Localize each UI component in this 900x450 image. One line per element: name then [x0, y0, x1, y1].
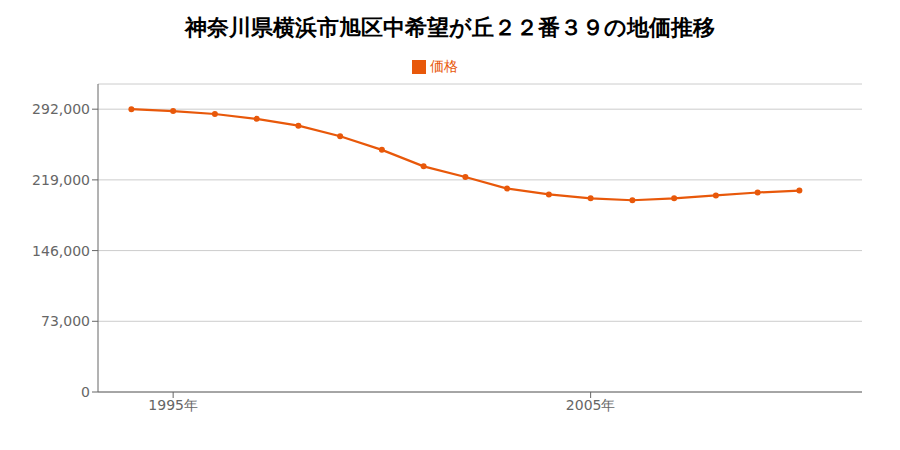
svg-text:146,000: 146,000 — [32, 243, 90, 259]
svg-text:292,000: 292,000 — [32, 101, 90, 117]
svg-text:219,000: 219,000 — [32, 172, 90, 188]
svg-text:73,000: 73,000 — [41, 313, 90, 329]
svg-text:0: 0 — [81, 384, 90, 400]
html-text:神奈川県横浜市旭区中希望が丘２２番３９の地価推移: 神奈川県横浜市旭区中希望が丘２２番３９の地価推移 — [185, 15, 715, 40]
svg-text:1995年: 1995年 — [148, 397, 198, 413]
svg-text:2005年: 2005年 — [566, 397, 616, 413]
html-text:価格: 価格 — [430, 58, 458, 74]
